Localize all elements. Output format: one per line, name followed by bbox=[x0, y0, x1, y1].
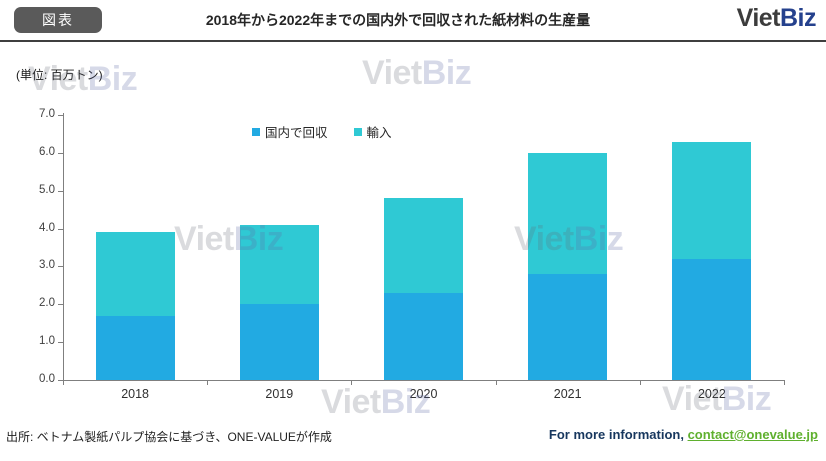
legend-item-domestic: 国内で回収 bbox=[252, 122, 328, 141]
x-axis-tick bbox=[784, 381, 785, 385]
y-axis-tick bbox=[58, 342, 63, 344]
unit-label: (単位: 百万トン) bbox=[16, 68, 103, 82]
bar-segment-domestic bbox=[672, 258, 752, 380]
x-axis-label: 2018 bbox=[121, 387, 149, 401]
x-axis-line bbox=[63, 380, 785, 381]
x-axis-label: 2020 bbox=[409, 387, 438, 401]
y-axis-line bbox=[63, 113, 64, 380]
y-axis-tick bbox=[58, 228, 63, 230]
y-axis-tick bbox=[58, 152, 63, 154]
y-axis-tick bbox=[58, 266, 63, 268]
logo-part-biz: Biz bbox=[780, 4, 817, 32]
x-axis-tick bbox=[639, 381, 641, 385]
y-axis-label: 6.0 bbox=[39, 145, 55, 158]
footer-info-label: For more information, bbox=[548, 427, 688, 442]
bar-segment-import bbox=[528, 152, 608, 274]
bar-segment-domestic bbox=[384, 292, 463, 380]
logo-part-viet: Viet bbox=[736, 4, 781, 32]
bar-segment-domestic bbox=[95, 315, 175, 380]
bar-segment-import bbox=[239, 224, 319, 305]
contact-link[interactable]: contact@onevalue.jp bbox=[687, 427, 818, 442]
bar-segment-import bbox=[384, 198, 463, 293]
legend-item-import: 輸入 bbox=[353, 122, 392, 141]
bar-segment-domestic bbox=[528, 274, 608, 380]
x-axis-tick bbox=[351, 381, 353, 385]
footer-info: For more information, contact@onevalue.j… bbox=[549, 427, 818, 442]
legend-label: 国内で回収 bbox=[265, 126, 328, 140]
y-axis-label: 3.0 bbox=[39, 259, 55, 272]
x-axis-label: 2022 bbox=[697, 387, 726, 401]
bar-segment-domestic bbox=[239, 304, 319, 380]
page-title: 2018年から2022年までの国内外で回収された紙材料の生産量 bbox=[205, 12, 591, 28]
y-axis-tick bbox=[58, 115, 63, 116]
x-axis-label: 2019 bbox=[265, 387, 294, 401]
legend-swatch bbox=[252, 127, 260, 136]
y-axis-label: 5.0 bbox=[39, 183, 55, 196]
figure-badge: 図表 bbox=[14, 7, 102, 33]
x-axis-label: 2021 bbox=[553, 387, 582, 401]
bar-segment-import bbox=[95, 232, 175, 316]
y-axis-tick bbox=[58, 380, 63, 381]
x-axis-tick bbox=[495, 381, 497, 385]
y-axis-label: 0.0 bbox=[39, 373, 55, 385]
x-axis-tick bbox=[207, 381, 209, 385]
y-axis-tick bbox=[58, 190, 63, 192]
chart-legend: 国内で回収 輸入 bbox=[252, 122, 392, 141]
legend-swatch bbox=[353, 127, 362, 136]
bar-segment-import bbox=[672, 141, 752, 259]
y-axis-label: 7.0 bbox=[39, 108, 55, 120]
y-axis-label: 4.0 bbox=[39, 221, 55, 234]
x-axis-tick bbox=[63, 381, 64, 385]
source-note: 出所: ベトナム製紙パルプ協会に基づき、ONE-VALUEが作成 bbox=[6, 430, 332, 444]
legend-label: 輸入 bbox=[366, 126, 392, 140]
y-axis-label: 1.0 bbox=[39, 335, 55, 348]
y-axis-label: 2.0 bbox=[39, 297, 55, 310]
y-axis-tick bbox=[58, 304, 63, 306]
vietbiz-logo: VietBiz bbox=[736, 4, 817, 33]
header-divider bbox=[0, 40, 826, 42]
